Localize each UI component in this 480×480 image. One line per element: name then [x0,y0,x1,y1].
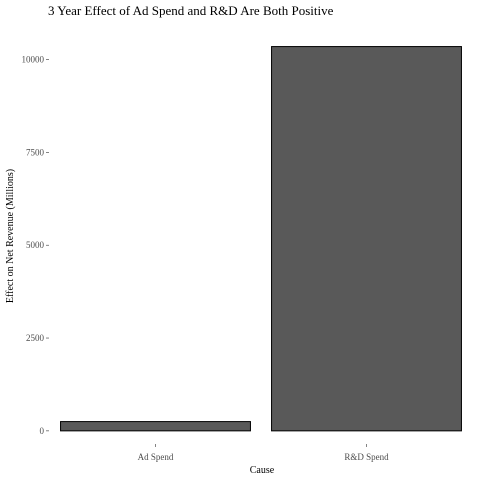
x-axis-title: Cause [250,465,275,476]
x-tick-label: R&D Spend [344,452,389,462]
x-axis: Ad Spend R&D Spend [138,444,389,462]
y-tick-label: 0 [40,426,45,436]
x-tick-label: Ad Spend [138,452,174,462]
y-axis-title: Effect on Net Revenue (Millions) [5,169,16,303]
y-tick-label: 10000 [22,55,45,65]
bars [60,46,462,432]
bar [271,46,462,432]
y-tick-label: 5000 [26,240,45,250]
y-axis: 0 2500 5000 7500 10000 [22,55,49,436]
y-tick-label: 7500 [26,147,45,157]
chart-title: 3 Year Effect of Ad Spend and R&D Are Bo… [48,3,334,18]
y-tick-label: 2500 [26,333,45,343]
bar [60,421,251,432]
